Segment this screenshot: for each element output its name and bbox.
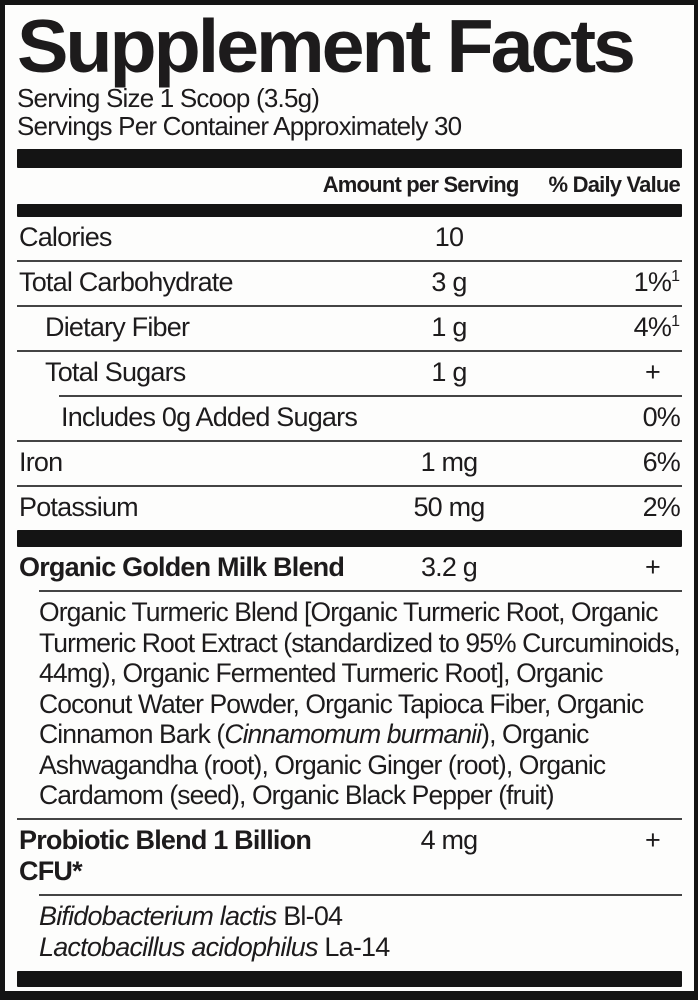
row-divider <box>17 440 682 442</box>
row-divider-indented <box>39 590 682 592</box>
panel-title: Supplement Facts <box>17 4 636 88</box>
blend-row-golden-milk: Organic Golden Milk Blend 3.2 g + <box>17 547 682 590</box>
divider-bar-header <box>17 204 682 217</box>
nutrient-row-added-sugars: Includes 0g Added Sugars 0% <box>17 397 682 440</box>
nutrient-amount: 3 g <box>431 267 467 297</box>
golden-milk-blend-ingredients: Organic Turmeric Blend [Organic Turmeric… <box>39 597 682 811</box>
nutrient-name: Total Carbohydrate <box>19 267 234 297</box>
nutrient-daily-value: 4%1 <box>633 312 680 342</box>
row-divider <box>17 260 682 262</box>
blend-name: Organic Golden Milk Blend <box>19 552 345 582</box>
nutrient-row-potassium: Potassium 50 mg 2% <box>17 487 682 530</box>
probiotic-species-list: Bifidobacterium lactis Bl-04 Lactobacill… <box>39 901 682 963</box>
blend-daily-value: + <box>645 552 661 582</box>
ingredients-botanical-name: Cinnamomum burmanii <box>224 719 482 749</box>
blend-row-probiotic: Probiotic Blend 1 Billion CFU* 4 mg + <box>17 820 682 894</box>
probiotic-species: Bifidobacterium lactis Bl-04 <box>39 900 343 931</box>
ingredients-text: Organic Turmeric Blend [Organic Turmeric… <box>39 597 681 749</box>
nutrient-row-total-sugars: Total Sugars 1 g + <box>17 352 682 395</box>
nutrient-row-total-carbohydrate: Total Carbohydrate 3 g 1%1 <box>17 262 682 305</box>
nutrient-name: Includes 0g Added Sugars <box>61 402 358 432</box>
row-divider <box>17 305 682 307</box>
nutrient-row-iron: Iron 1 mg 6% <box>17 442 682 485</box>
nutrient-row-dietary-fiber: Dietary Fiber 1 g 4%1 <box>17 307 682 350</box>
nutrient-daily-value: 0% <box>642 402 681 432</box>
nutrient-name: Calories <box>19 222 112 252</box>
nutrient-amount: 50 mg <box>413 492 485 522</box>
nutrient-daily-value: 1%1 <box>633 267 680 297</box>
servings-per-container: Servings Per Container Approximately 30 <box>17 111 462 141</box>
probiotic-species: Lactobacillus acidophilus La-14 <box>39 931 390 962</box>
nutrient-amount: 10 <box>434 222 464 252</box>
row-divider <box>17 350 682 352</box>
footnote-daily-value: 1 Percent Daily Values based on a 2,000 … <box>17 991 682 992</box>
divider-bar-top <box>17 149 682 168</box>
nutrient-amount: 1 g <box>431 312 467 342</box>
divider-bar-footnotes <box>17 970 682 987</box>
blend-name: Probiotic Blend 1 Billion CFU* <box>19 824 312 886</box>
column-header-daily-value: % Daily Value <box>548 172 681 197</box>
row-divider <box>17 485 682 487</box>
column-headers: Amount per Serving % Daily Value <box>17 168 682 204</box>
row-divider <box>17 817 682 820</box>
blend-amount: 3.2 g <box>420 552 478 582</box>
nutrient-name: Total Sugars <box>45 357 186 387</box>
serving-size: Serving Size 1 Scoop (3.5g) <box>17 83 320 113</box>
nutrient-amount: 1 g <box>431 357 467 387</box>
nutrient-amount: 1 mg <box>420 447 479 477</box>
row-divider-indented <box>39 893 682 896</box>
nutrient-daily-value: 6% <box>642 447 681 477</box>
divider-bar-blends <box>17 530 682 547</box>
blend-daily-value: + <box>645 824 661 855</box>
nutrient-name: Potassium <box>19 492 139 522</box>
nutrient-row-calories: Calories 10 <box>17 217 682 260</box>
nutrient-daily-value: + <box>645 357 661 387</box>
nutrient-name: Iron <box>19 447 63 477</box>
nutrient-name: Dietary Fiber <box>45 312 190 342</box>
column-header-amount: Amount per Serving <box>322 172 520 197</box>
footnotes: 1 Percent Daily Values based on a 2,000 … <box>17 991 682 992</box>
blend-amount: 4 mg <box>420 824 479 855</box>
row-divider-indented <box>59 395 682 397</box>
ingredients-text: ), Organic Ashwagandha (root), Organic G… <box>39 719 606 810</box>
nutrient-daily-value: 2% <box>642 492 681 522</box>
